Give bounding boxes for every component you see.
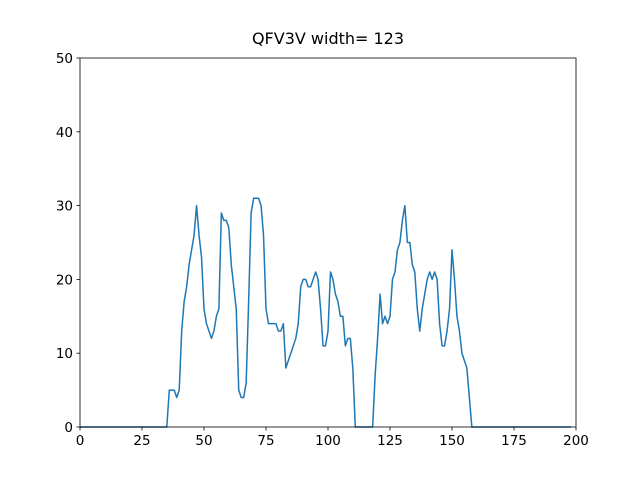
x-tick-label: 0 <box>76 433 85 449</box>
y-tick-label: 50 <box>56 51 73 67</box>
x-tick-label: 125 <box>377 433 403 449</box>
y-tick-label: 0 <box>64 420 73 436</box>
y-tick-label: 10 <box>56 346 73 362</box>
x-tick-label: 100 <box>315 433 341 449</box>
y-tick-label: 20 <box>56 272 73 288</box>
x-tick-label: 25 <box>133 433 150 449</box>
x-tick-label: 50 <box>195 433 212 449</box>
x-tick-label: 200 <box>563 433 589 449</box>
y-tick-label: 40 <box>56 125 73 141</box>
chart-title: QFV3V width= 123 <box>252 29 404 48</box>
x-tick-label: 75 <box>257 433 274 449</box>
x-tick-label: 175 <box>501 433 527 449</box>
y-tick-label: 30 <box>56 199 73 215</box>
x-tick-label: 150 <box>439 433 465 449</box>
